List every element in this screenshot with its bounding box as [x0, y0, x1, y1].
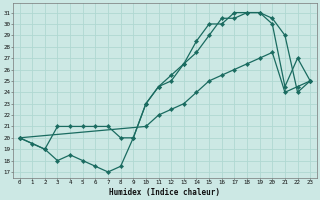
- X-axis label: Humidex (Indice chaleur): Humidex (Indice chaleur): [109, 188, 220, 197]
